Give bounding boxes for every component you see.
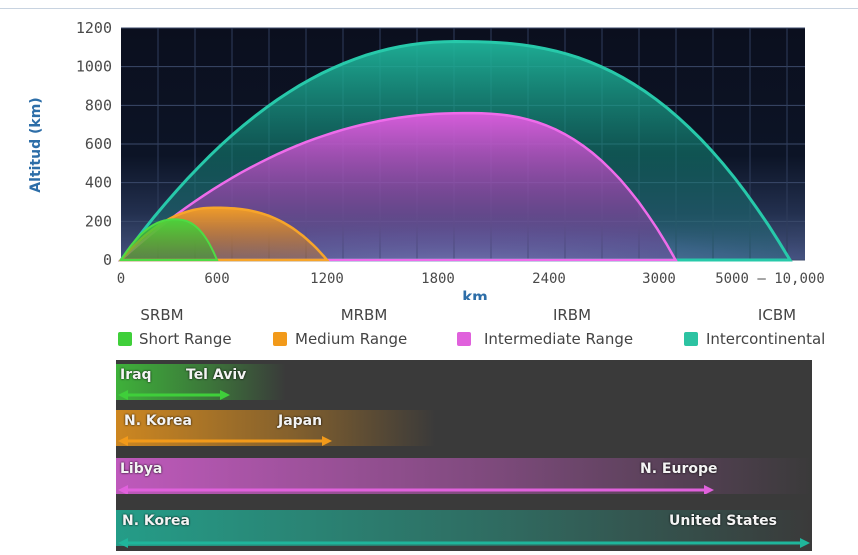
x-tick-label: 1200 bbox=[310, 271, 344, 287]
range-origin: N. Korea bbox=[124, 413, 192, 429]
legend-code: ICBM bbox=[757, 306, 797, 324]
x-tick-label: 2400 bbox=[532, 271, 566, 287]
range-row-mrbm: N. Korea Japan bbox=[116, 410, 436, 446]
y-axis-label: Altitud (km) bbox=[28, 97, 44, 192]
y-tick-label: 0 bbox=[103, 251, 112, 269]
range-arrow bbox=[118, 538, 810, 548]
range-destination: Tel Aviv bbox=[186, 367, 247, 383]
range-origin: N. Korea bbox=[122, 513, 190, 529]
srbm-trajectory bbox=[119, 218, 219, 261]
y-tick-label: 400 bbox=[85, 174, 112, 192]
y-tick-label: 800 bbox=[85, 96, 112, 114]
legend-name: Intercontinental bbox=[706, 330, 826, 348]
range-destination: Japan bbox=[278, 413, 323, 429]
top-divider bbox=[0, 8, 858, 9]
range-arrow bbox=[118, 390, 230, 400]
y-tick-label: 600 bbox=[85, 135, 112, 153]
range-origin: Iraq bbox=[120, 367, 152, 383]
x-tick-label: 3000 bbox=[642, 271, 676, 287]
range-arrow bbox=[118, 436, 332, 446]
x-tick-label: 0 bbox=[117, 271, 125, 287]
legend-name: Medium Range bbox=[295, 330, 408, 348]
x-tick-label: 5000 – 10,000 bbox=[715, 271, 825, 287]
legend-swatch bbox=[457, 332, 471, 346]
x-axis-ticks: 0 600 1200 1800 2400 3000 5000 – 10,000 bbox=[117, 271, 825, 287]
legend-swatch bbox=[273, 332, 287, 346]
range-destination: United States bbox=[669, 513, 777, 529]
altitude-range-chart: 0 200 400 600 800 1000 1200 0 600 1200 1800 2400 30… bbox=[28, 19, 825, 300]
x-axis-label: km bbox=[462, 288, 488, 300]
legend-code: IRBM bbox=[552, 306, 592, 324]
range-row-irbm: Libya N. Europe bbox=[116, 458, 812, 494]
range-destination: N. Europe bbox=[640, 461, 718, 477]
legend: SRBM Short Range MRBM Medium Range IRBM … bbox=[0, 306, 858, 354]
y-tick-label: 1200 bbox=[76, 19, 112, 37]
legend-code: SRBM bbox=[140, 306, 184, 324]
range-origin: Libya bbox=[120, 461, 163, 477]
trajectory-curves bbox=[117, 39, 793, 262]
range-arrow bbox=[118, 485, 714, 494]
legend-name: Intermediate Range bbox=[484, 330, 634, 348]
y-axis-ticks: 0 200 400 600 800 1000 1200 bbox=[76, 19, 112, 269]
range-row-icbm: N. Korea United States bbox=[116, 510, 812, 548]
range-comparison-panel: Iraq Tel Aviv N. Korea Japan Libya N. Eu… bbox=[116, 360, 812, 551]
range-row-srbm: Iraq Tel Aviv bbox=[116, 364, 286, 400]
legend-code: MRBM bbox=[340, 306, 388, 324]
x-tick-label: 600 bbox=[204, 271, 229, 287]
legend-swatch bbox=[684, 332, 698, 346]
x-tick-label: 1800 bbox=[421, 271, 455, 287]
y-tick-label: 1000 bbox=[76, 58, 112, 76]
legend-name: Short Range bbox=[139, 330, 232, 348]
y-tick-label: 200 bbox=[85, 212, 112, 230]
legend-swatch bbox=[118, 332, 132, 346]
